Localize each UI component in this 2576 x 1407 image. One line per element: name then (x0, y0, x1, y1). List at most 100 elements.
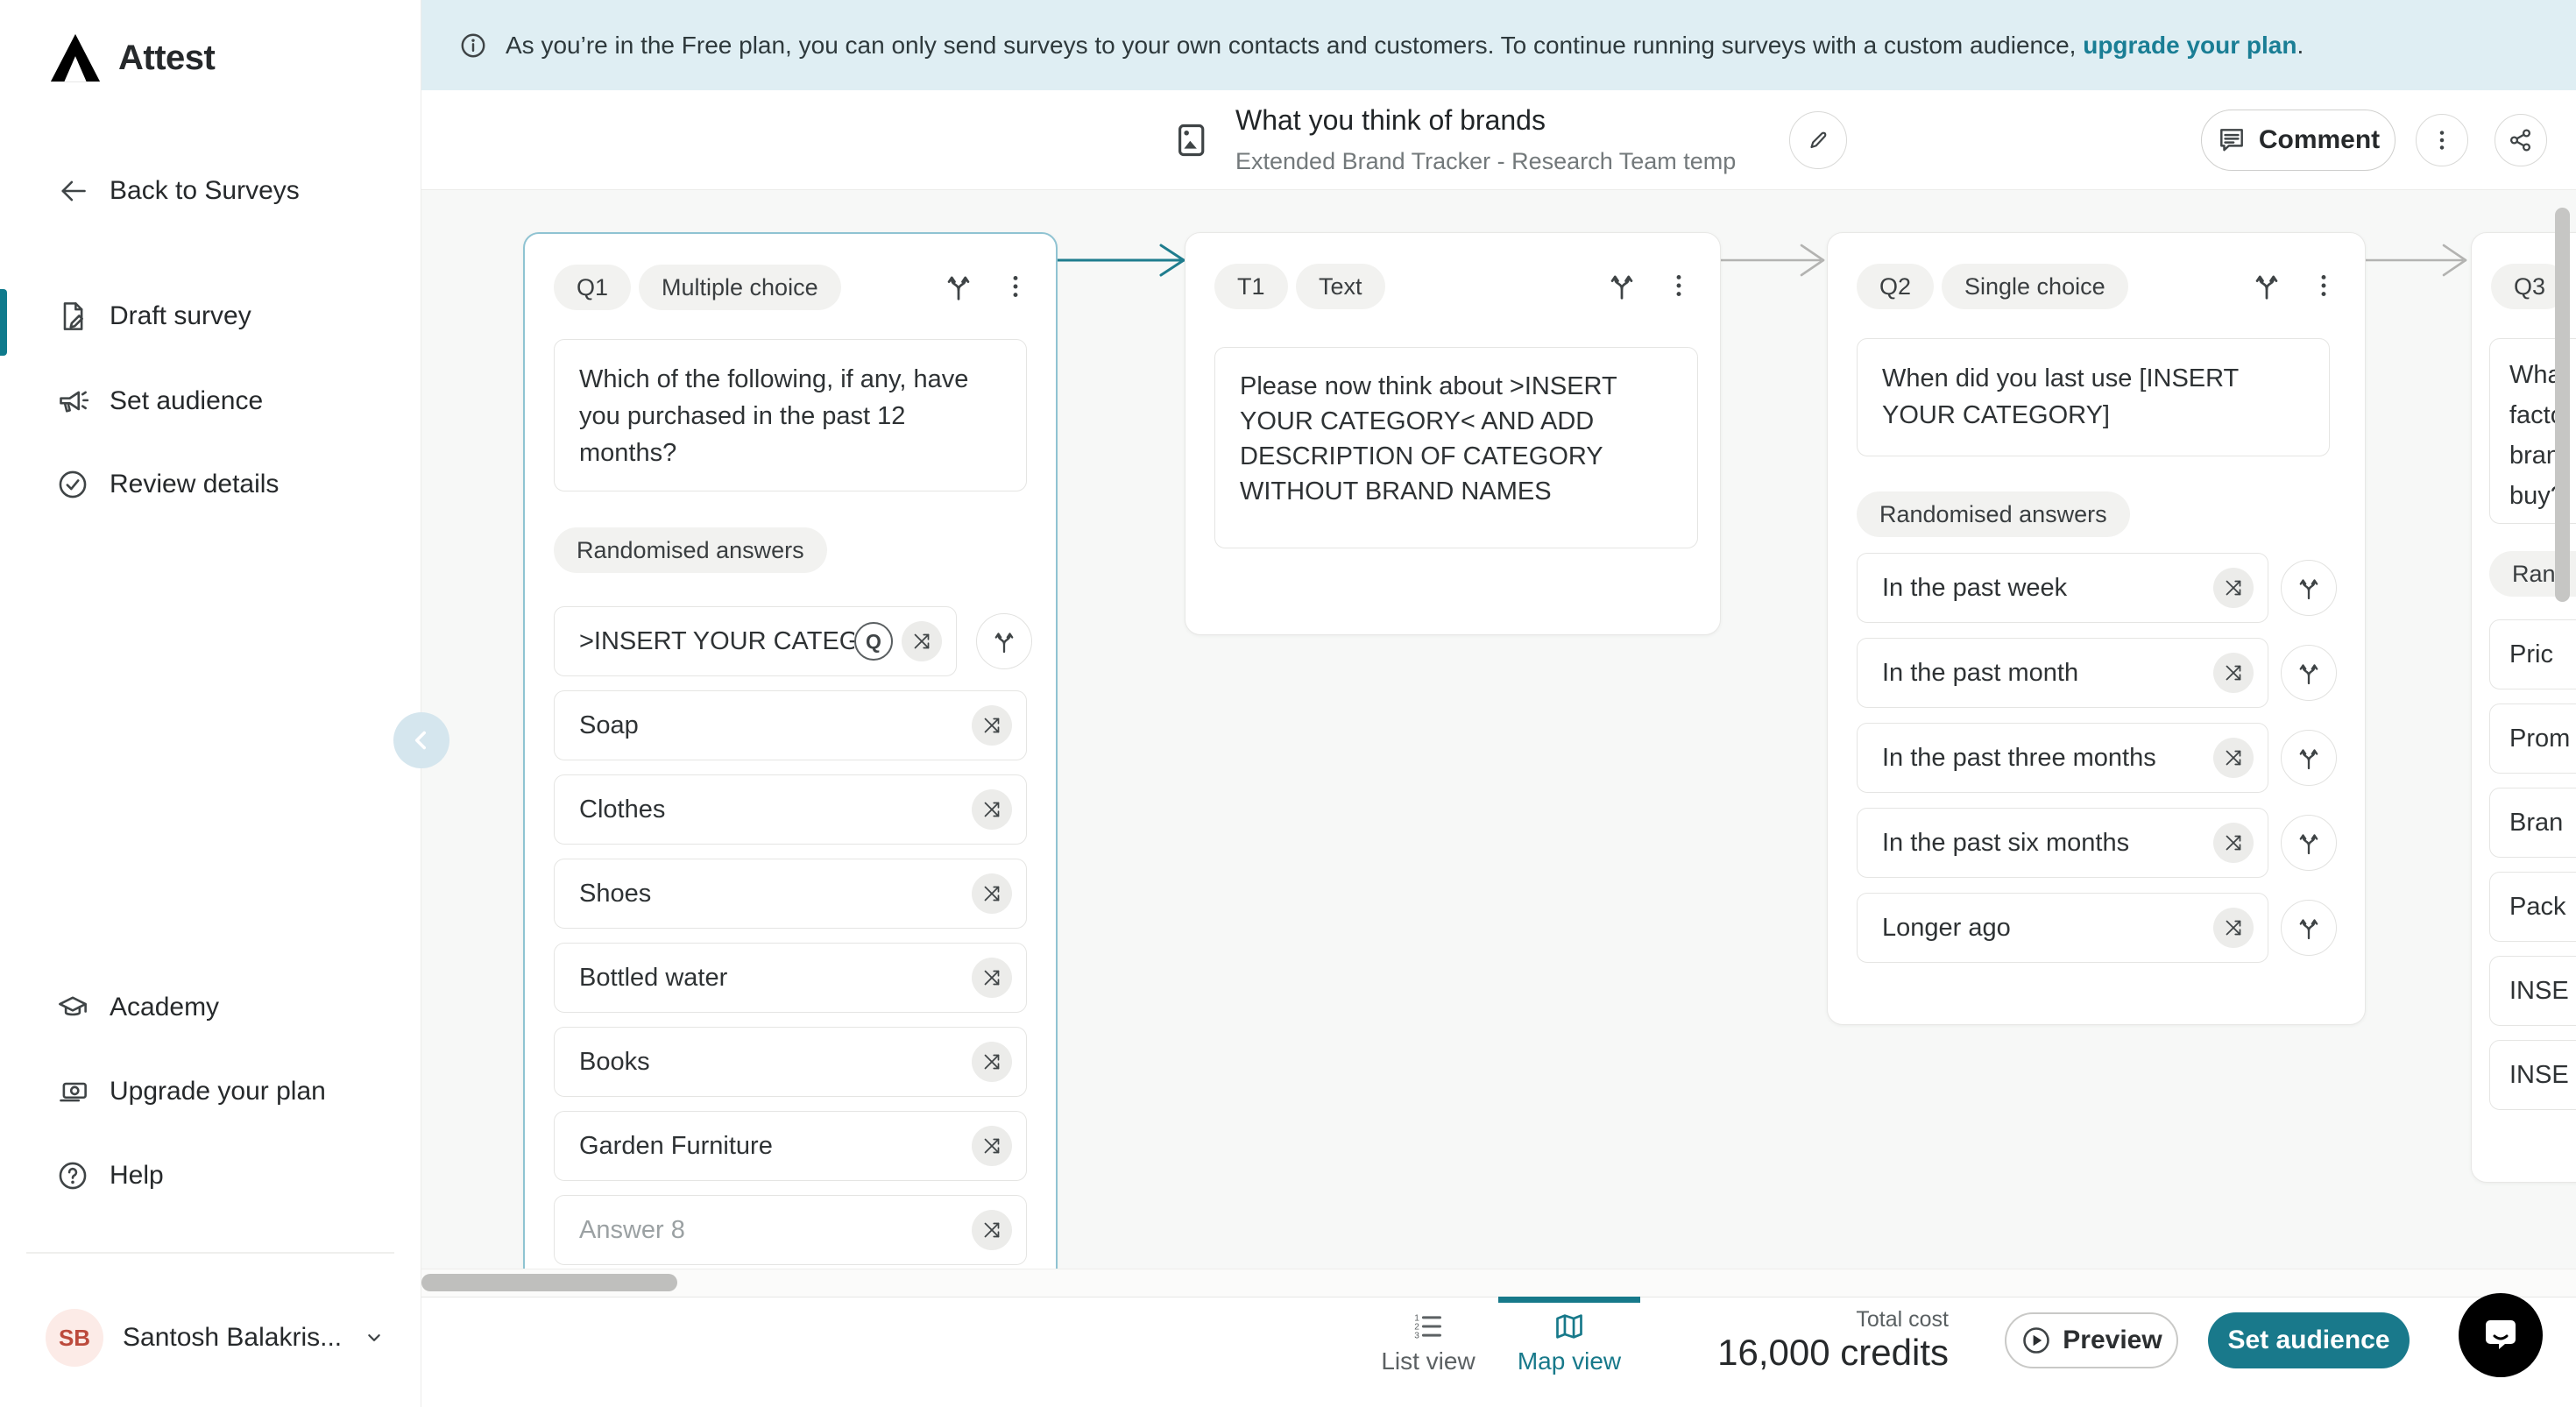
shuffle-icon[interactable] (972, 1042, 1012, 1082)
survey-subtitle: Extended Brand Tracker - Research Team t… (1235, 148, 1737, 174)
answer-row[interactable]: Books (554, 1027, 1027, 1097)
brand-name: Attest (118, 38, 216, 77)
card-q3[interactable]: Q3 Wha facto bran buy? Rand Pric Prom Br… (2471, 232, 2576, 1183)
shuffle-icon[interactable] (2213, 908, 2254, 948)
question-text-input[interactable]: When did you last use [INSERT YOUR CATEG… (1857, 338, 2330, 456)
answer-route-button[interactable] (2281, 900, 2337, 956)
branch-logic-icon[interactable] (941, 269, 976, 304)
card-menu-icon[interactable] (1661, 268, 1696, 303)
sidebar-item-set-audience[interactable]: Set audience (57, 385, 263, 417)
shuffle-icon[interactable] (902, 621, 942, 661)
brand-logo[interactable]: Attest (48, 31, 216, 85)
sidebar-item-help[interactable]: Help (57, 1160, 164, 1191)
card-menu-icon[interactable] (998, 269, 1033, 304)
answer-row[interactable]: Pack (2489, 872, 2576, 942)
sidebar-item-label: Draft survey (110, 301, 251, 330)
answer-row[interactable]: Longer ago (1857, 893, 2268, 963)
question-number-badge: T1 (1214, 264, 1288, 309)
shuffle-icon[interactable] (972, 1210, 1012, 1250)
map-view-label: Map view (1517, 1347, 1622, 1375)
answer-row[interactable]: Pric (2489, 619, 2576, 689)
answer-route-button[interactable] (2281, 815, 2337, 871)
shuffle-icon[interactable] (972, 1126, 1012, 1166)
card-menu-icon[interactable] (2306, 268, 2341, 303)
answer-row[interactable]: Clothes (554, 774, 1027, 845)
preview-button[interactable]: Preview (2005, 1312, 2178, 1368)
share-icon (2507, 126, 2535, 154)
answer-route-button[interactable] (976, 613, 1032, 669)
sidebar-item-draft-survey[interactable]: Draft survey (57, 300, 251, 332)
branch-logic-icon[interactable] (1604, 268, 1639, 303)
tab-map-view[interactable]: Map view (1512, 1311, 1626, 1375)
shuffle-icon[interactable] (2213, 738, 2254, 778)
sidebar-item-review-details[interactable]: Review details (57, 469, 279, 500)
info-icon (458, 31, 488, 60)
card-q2[interactable]: Q2 Single choice When did you last use [… (1827, 232, 2366, 1025)
shuffle-icon[interactable] (2213, 568, 2254, 608)
answer-route-button[interactable] (2281, 730, 2337, 786)
answer-row[interactable]: In the past six months (1857, 808, 2268, 878)
answer-route-button[interactable] (2281, 645, 2337, 701)
answer-row[interactable]: INSE (2489, 1040, 2576, 1110)
answer-row-placeholder[interactable]: Answer 8 (554, 1195, 1027, 1265)
shuffle-icon[interactable] (2213, 653, 2254, 693)
map-view-icon (1553, 1311, 1585, 1342)
answer-route-button[interactable] (2281, 560, 2337, 616)
answer-row[interactable]: INSE (2489, 956, 2576, 1026)
vertical-scrollbar-thumb[interactable] (2555, 208, 2570, 602)
answer-row[interactable]: In the past week (1857, 553, 2268, 623)
sidebar: Attest Back to Surveys Draft survey Set … (0, 0, 421, 1407)
answer-row[interactable]: Garden Furniture (554, 1111, 1027, 1181)
pipe-question-icon[interactable]: Q (854, 622, 893, 661)
avatar: SB (46, 1309, 103, 1367)
set-audience-button[interactable]: Set audience (2208, 1312, 2410, 1368)
edit-title-button[interactable] (1789, 111, 1847, 169)
sidebar-item-academy[interactable]: Academy (57, 992, 219, 1023)
answer-row[interactable]: Shoes (554, 859, 1027, 929)
chat-widget-button[interactable] (2459, 1293, 2543, 1377)
answer-row[interactable]: In the past month (1857, 638, 2268, 708)
answer-row[interactable]: Bottled water (554, 943, 1027, 1013)
survey-image-icon[interactable] (1171, 121, 1210, 159)
shuffle-icon[interactable] (972, 873, 1012, 914)
user-menu[interactable]: SB Santosh Balakris... (46, 1309, 387, 1367)
document-edit-icon (57, 300, 88, 332)
list-view-label: List view (1381, 1347, 1476, 1375)
share-button[interactable] (2495, 114, 2547, 166)
comment-button[interactable]: Comment (2201, 110, 2396, 171)
card-q1[interactable]: Q1 Multiple choice Which of the followin… (523, 232, 1058, 1292)
sidebar-item-upgrade-plan[interactable]: Upgrade your plan (57, 1076, 326, 1107)
horizontal-scrollbar-thumb[interactable] (421, 1274, 677, 1291)
shuffle-icon[interactable] (2213, 823, 2254, 863)
horizontal-scrollbar-track[interactable] (421, 1269, 2576, 1297)
connector-q1-t1 (1056, 238, 1189, 282)
survey-title: What you think of brands (1235, 104, 1546, 136)
shuffle-icon[interactable] (972, 705, 1012, 746)
plan-banner: As you’re in the Free plan, you can only… (421, 0, 2576, 90)
card-t1[interactable]: T1 Text Please now think about >INSERT Y… (1185, 232, 1721, 635)
header-more-button[interactable] (2416, 114, 2468, 166)
active-nav-indicator (0, 289, 7, 356)
back-to-surveys[interactable]: Back to Surveys (57, 175, 300, 207)
answer-row[interactable]: >INSERT YOUR CATEGO Q (554, 606, 957, 676)
answer-row[interactable]: In the past three months (1857, 723, 2268, 793)
play-circle-icon (2020, 1325, 2052, 1356)
branch-logic-icon[interactable] (2249, 268, 2284, 303)
text-block-input[interactable]: Please now think about >INSERT YOUR CATE… (1214, 347, 1698, 548)
question-text-input[interactable]: Which of the following, if any, have you… (554, 339, 1027, 491)
sidebar-item-label: Set audience (110, 386, 264, 415)
upgrade-plan-link[interactable]: upgrade your plan (2083, 31, 2297, 59)
answer-row[interactable]: Bran (2489, 788, 2576, 858)
shuffle-icon[interactable] (972, 958, 1012, 998)
preview-label: Preview (2063, 1326, 2162, 1354)
answer-row[interactable]: Prom (2489, 704, 2576, 774)
graduation-cap-icon (57, 992, 88, 1023)
answer-row[interactable]: Soap (554, 690, 1027, 760)
shuffle-icon[interactable] (972, 789, 1012, 830)
megaphone-icon (57, 385, 88, 417)
collapse-panel-handle[interactable] (393, 712, 449, 768)
arrow-left-icon (57, 175, 88, 207)
